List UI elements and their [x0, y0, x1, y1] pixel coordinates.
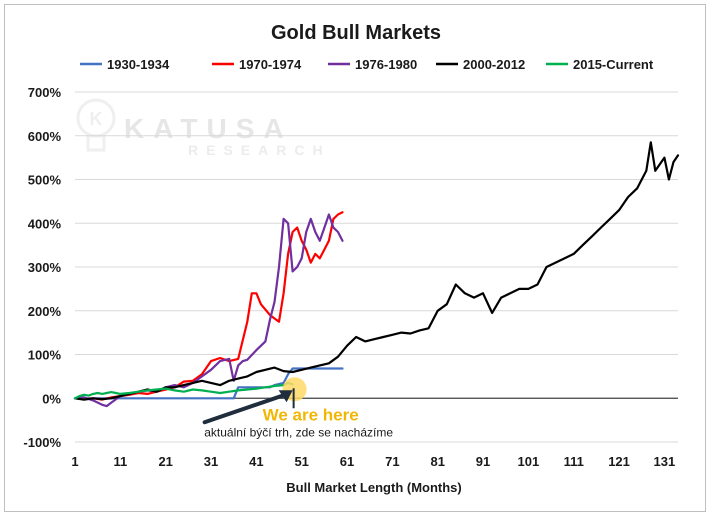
- x-tick-label: 121: [608, 454, 630, 469]
- series-line-1930-1934: [73, 367, 344, 400]
- legend-label: 2015-Current: [573, 57, 654, 72]
- x-tick-label: 51: [294, 454, 308, 469]
- x-tick-label: 61: [340, 454, 354, 469]
- x-tick-label: 21: [158, 454, 172, 469]
- watermark-sub: RESEARCH: [188, 142, 331, 158]
- legend-label: 2000-2012: [463, 57, 525, 72]
- lightbulb-logo-icon: K: [76, 98, 116, 152]
- legend-label: 1976-1980: [355, 57, 417, 72]
- x-tick-label: 101: [518, 454, 540, 469]
- annotation-arrowhead: [278, 390, 293, 403]
- gridlines: [75, 91, 678, 443]
- y-axis-ticks: -100% 0% 100% 200% 300% 400% 500% 600% 700%: [23, 85, 61, 450]
- annotation-arrow: [202, 392, 289, 425]
- annotation-label: We are here: [263, 405, 359, 424]
- x-axis-ticks: 1 11 21 31 41 51 61 71 81 91 101 111 121 131: [71, 454, 675, 469]
- x-tick-label: 11: [113, 454, 127, 469]
- watermark-brand: KATUSA: [124, 113, 293, 144]
- chart-title: Gold Bull Markets: [271, 22, 441, 44]
- series-lines: [73, 141, 680, 408]
- x-tick-label: 31: [204, 454, 218, 469]
- y-tick-label: 100%: [28, 348, 62, 363]
- svg-text:K: K: [90, 109, 103, 129]
- y-tick-label: 300%: [28, 260, 62, 275]
- y-tick-label: 500%: [28, 173, 62, 188]
- chart-frame: [4, 4, 706, 512]
- legend-label: 1970-1974: [239, 57, 302, 72]
- katusa-watermark: K KATUSA RESEARCH: [76, 98, 331, 158]
- legend: 1930-1934 1970-1974 1976-1980 2000-2012 2015…: [80, 57, 654, 72]
- x-tick-label: 81: [430, 454, 444, 469]
- series-line-2015-current: [73, 381, 294, 400]
- series-line-2000-2012: [73, 141, 680, 401]
- y-tick-label: 0%: [42, 391, 61, 406]
- x-axis-title: Bull Market Length (Months): [286, 480, 462, 495]
- x-tick-label: 131: [654, 454, 676, 469]
- annotation-sublabel: aktuální býčí trh, zde se nacházíme: [204, 425, 393, 439]
- x-tick-label: 1: [71, 454, 78, 469]
- y-tick-label: 200%: [28, 304, 62, 319]
- x-tick-label: 111: [564, 454, 584, 469]
- x-tick-label: 41: [249, 454, 263, 469]
- y-tick-label: 400%: [28, 216, 62, 231]
- legend-label: 1930-1934: [107, 57, 170, 72]
- y-tick-label: 600%: [28, 129, 62, 144]
- x-tick-label: 91: [476, 454, 490, 469]
- x-tick-label: 71: [385, 454, 399, 469]
- y-tick-label: 700%: [28, 85, 62, 100]
- y-tick-label: -100%: [23, 435, 61, 450]
